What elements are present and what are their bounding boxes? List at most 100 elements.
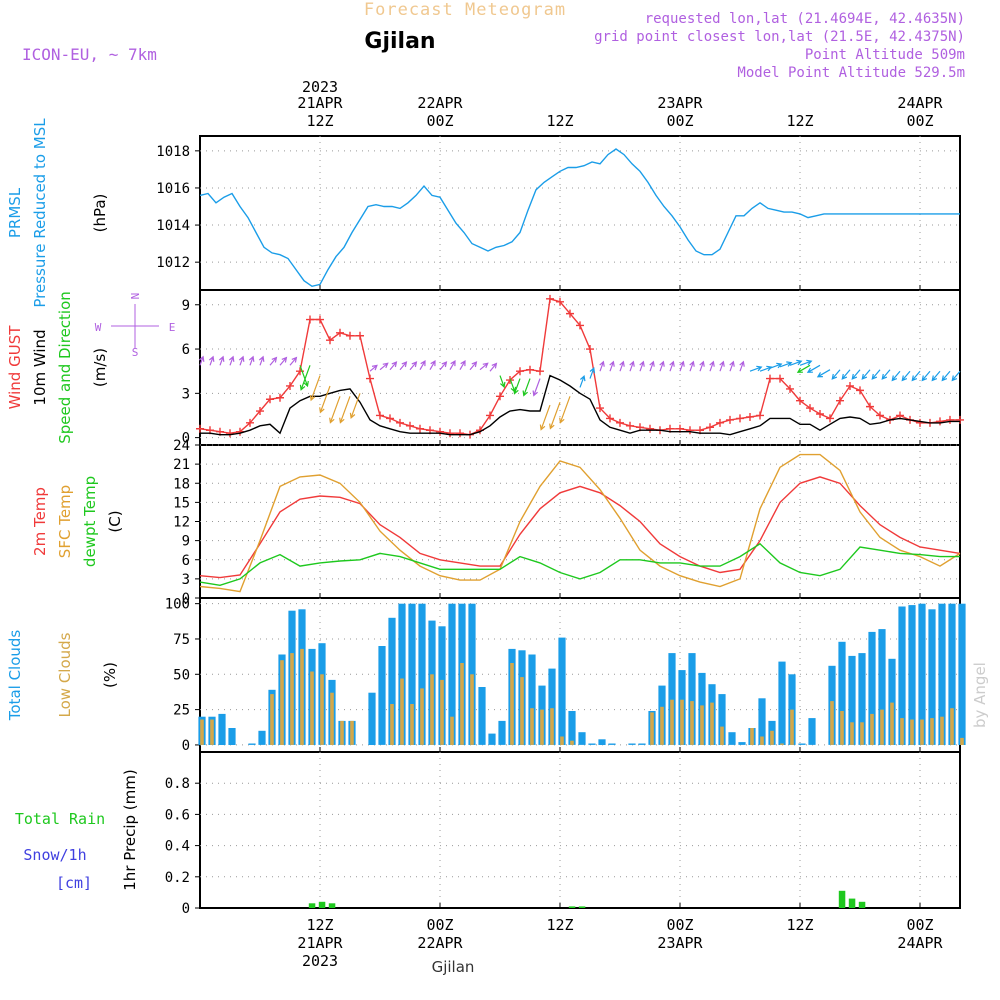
gust-marker [836, 396, 844, 405]
total-cloud-bar [738, 742, 746, 745]
model-altitude: Model Point Altitude 529.5m [737, 65, 965, 81]
gust-marker [436, 427, 444, 436]
gust-marker [816, 410, 824, 418]
axis-label: Low Clouds [56, 632, 74, 717]
low-cloud-bar [930, 718, 934, 745]
low-cloud-bar [430, 674, 434, 745]
top-time-label: 21APR [297, 94, 343, 112]
gust-marker [256, 407, 264, 416]
gust-marker [616, 418, 624, 427]
low-cloud-bar [440, 679, 444, 745]
axis-label: Total Clouds [6, 630, 24, 722]
low-cloud-bar [860, 722, 864, 745]
bottom-time-label: 2023 [302, 952, 338, 970]
total-cloud-bar [218, 713, 226, 745]
gust-marker [626, 421, 634, 430]
gust-marker [586, 345, 594, 354]
top-time-label: 00Z [906, 112, 933, 130]
wind-direction-arrow [881, 369, 891, 380]
axis-label: (C) [106, 510, 124, 532]
y-tick-label: 0.8 [165, 776, 190, 792]
gust-marker [796, 396, 804, 405]
axis-label: Pressure Reduced to MSL [31, 118, 49, 308]
gust-marker [346, 331, 354, 340]
total-cloud-bar [688, 653, 696, 745]
total-cloud-bar [398, 603, 406, 745]
wind-direction-arrow [796, 364, 811, 373]
total-cloud-bar [848, 655, 856, 745]
rain-bar [838, 890, 846, 908]
gust-marker [486, 411, 494, 420]
wind-direction-arrow [299, 365, 309, 388]
footer-location: Gjilan [432, 958, 475, 976]
axis-label: Speed and Direction [56, 291, 74, 444]
gust-marker [276, 393, 284, 402]
low-cloud-bar [720, 726, 724, 745]
y-tick-label: 0 [182, 591, 190, 607]
top-time-label: 00Z [666, 112, 693, 130]
wind-direction-arrow [499, 375, 506, 389]
axis-label: Wind GUST [6, 325, 24, 410]
wind-direction-arrow [639, 360, 645, 372]
rain-bar [858, 901, 866, 908]
wind-direction-arrow [389, 361, 398, 371]
wind-direction-arrow [649, 360, 655, 372]
wind-direction-arrow [719, 360, 725, 372]
total-cloud-bar [718, 694, 726, 745]
wind-direction-arrow [198, 355, 205, 366]
wind-direction-arrow [258, 355, 265, 366]
total-cloud-bar [868, 631, 876, 745]
low-cloud-bar [300, 648, 304, 745]
total-cloud-bar [728, 732, 736, 745]
low-cloud-bar [670, 699, 674, 745]
series-line-sfc-temp [199, 453, 961, 593]
total-cloud-bar [478, 687, 486, 745]
y-tick-label: 1018 [156, 144, 190, 160]
low-cloud-bar [410, 704, 414, 745]
total-cloud-bar [378, 646, 386, 745]
wind-direction-arrow [449, 360, 456, 371]
wind-direction-arrow [659, 360, 665, 372]
top-time-label: 12Z [786, 112, 813, 130]
gust-marker [536, 367, 544, 376]
gust-marker [406, 421, 414, 430]
gust-marker [446, 429, 454, 438]
y-tick-label: 25 [173, 703, 190, 719]
axis-label: PRMSL [6, 187, 24, 238]
gust-marker [916, 418, 924, 427]
y-tick-label: 21 [173, 457, 190, 473]
total-cloud-bar [798, 743, 806, 745]
wind-direction-arrow [931, 370, 941, 382]
axis-label: SFC Temp [56, 485, 74, 558]
axis-label: dewpt Temp [81, 476, 99, 567]
total-cloud-bar [498, 720, 506, 745]
panel-precip: 0 0.2 0.4 0.6 0.8 Total Rain Snow/1h [cm] 1hr Pr… [15, 751, 961, 917]
wind-direction-arrow [589, 367, 596, 379]
total-cloud-bar [558, 637, 566, 745]
top-time-label: 22APR [417, 94, 463, 112]
wind-direction-arrow [699, 360, 705, 372]
top-time-label: 24APR [897, 94, 943, 112]
panel-frame [199, 751, 961, 909]
y-tick-label: 6 [182, 553, 190, 569]
series-line-2m-temp [199, 476, 961, 579]
axis-label-snow-unit: [cm] [56, 874, 92, 892]
total-cloud-bar [528, 654, 536, 745]
gust-marker [526, 365, 534, 374]
wind-direction-arrow [522, 378, 531, 397]
gust-marker [716, 418, 724, 427]
low-cloud-bar [650, 712, 654, 745]
gust-marker [596, 404, 604, 413]
compass-e: E [169, 321, 176, 334]
location-title: Gjilan [364, 29, 435, 54]
gust-marker [356, 331, 364, 340]
wind-direction-arrow [609, 360, 615, 372]
low-cloud-bar [550, 708, 554, 745]
low-cloud-bar [870, 713, 874, 745]
wind-direction-arrow [559, 396, 571, 424]
bottom-time-label: 12Z [786, 916, 813, 934]
wind-direction-arrow [891, 370, 901, 382]
total-cloud-bar [858, 653, 866, 745]
total-cloud-bar [228, 728, 236, 745]
wind-direction-arrow [329, 396, 341, 424]
